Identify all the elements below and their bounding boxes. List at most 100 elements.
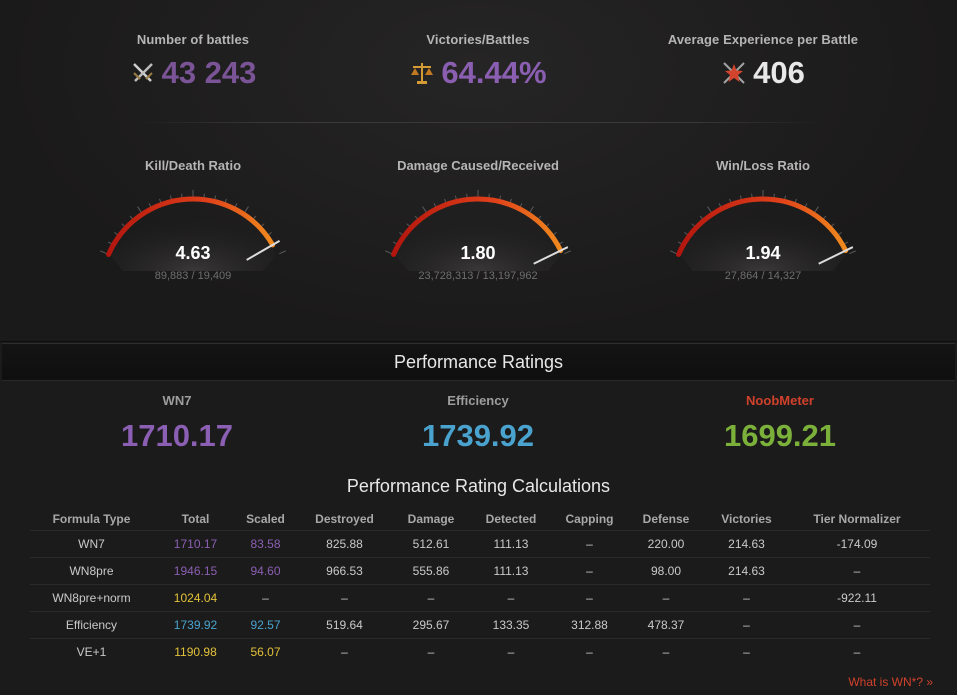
gauge-tick: [159, 198, 162, 203]
gauge-tick: [214, 195, 217, 200]
gauge-tick: [129, 215, 134, 220]
table-cell: 1946.15: [153, 556, 238, 584]
table-cell: WN8pre: [30, 556, 153, 584]
table-cell: –: [556, 583, 623, 611]
table-cell: 92.57: [238, 610, 293, 638]
gauge-tick: [114, 232, 118, 236]
table-cell: 512.61: [396, 529, 466, 557]
gauge-tick: [100, 250, 107, 255]
table-cell: –: [784, 556, 930, 584]
stat-experience-label: Average Experience per Battle: [667, 32, 859, 47]
gauge-needle: [246, 240, 281, 261]
table-cell: 83.58: [238, 529, 293, 557]
table-row: WN8pre 1946.15 94.60 966.53 555.86 111.13–98.…: [30, 556, 930, 584]
gauge-tick: [509, 198, 512, 203]
divider: [135, 122, 825, 123]
table-cell: 133.35: [466, 610, 556, 638]
table-cell: 1190.98: [153, 637, 238, 665]
gauge-damage-detail: 23,728,313 / 13,197,962: [418, 270, 538, 282]
gauge-tick: [684, 232, 688, 236]
gauge-tick: [804, 203, 808, 208]
table-cell: 312.88: [556, 610, 623, 638]
col-damage: Damage: [407, 511, 455, 526]
damage-gauge-arc: [385, 190, 571, 271]
stat-experience: Average Experience per Battle 406: [633, 32, 893, 91]
what-is-wn-link[interactable]: What is WN*? »: [848, 675, 933, 689]
table-cell: –: [623, 583, 709, 611]
gauge-tick: [830, 223, 835, 227]
gauge-tick: [553, 232, 557, 236]
table-cell: VE+1: [30, 637, 153, 665]
stat-victories-label: Victories/Battles: [426, 32, 530, 47]
rating-noobmeter: NoobMeter 1699.21: [650, 393, 910, 454]
gauge-tick: [784, 195, 787, 200]
crossed-swords-icon: [130, 60, 156, 86]
gauge-tick: [392, 241, 397, 245]
table-cell: –: [784, 637, 930, 665]
gauge-tick: [822, 215, 827, 220]
kill-death-gauge-arc: [100, 190, 286, 271]
gauge-tick: [838, 232, 842, 236]
gauge-fill-arc: [106, 196, 276, 257]
table-cell: 214.63: [709, 556, 784, 584]
gauge-tick: [137, 206, 142, 213]
table-cell: –: [556, 529, 623, 557]
rating-wn7-value: 1710.17: [120, 418, 234, 453]
table-row: Efficiency 1739.92 92.57 519.64 295.67 133.35…: [30, 610, 930, 638]
rating-noobmeter-value: 1699.21: [723, 418, 837, 453]
table-cell: 98.00: [623, 556, 709, 584]
gauge-tick: [545, 223, 550, 227]
gauge-tick: [234, 203, 238, 208]
gauge-tick: [385, 250, 392, 255]
stat-victories: Victories/Battles 64.44%: [348, 32, 608, 91]
gauge-tick: [444, 198, 447, 203]
table-cell: –: [396, 637, 466, 665]
summary-panel: Number of battles 43 243 Victories/Battl…: [0, 0, 957, 342]
gauge-damage-label: Damage Caused/Received: [397, 158, 559, 173]
gauge-tick: [670, 250, 677, 255]
gauge-win-loss: Win/Loss Ratio 1.94 27,864 / 14,327: [633, 158, 893, 282]
gauge-tick: [224, 198, 227, 203]
gauge-tick: [794, 198, 797, 203]
table-cell: –: [238, 583, 293, 611]
gauge-tick: [849, 250, 856, 255]
table-cell: 295.67: [396, 610, 466, 638]
gauge-tick: [148, 203, 152, 208]
table-cell: –: [293, 637, 396, 665]
stat-battles-label: Number of battles: [136, 32, 250, 47]
rating-efficiency-value: 1739.92: [421, 418, 535, 453]
table-cell: WN7: [30, 529, 153, 557]
table-cell: –: [784, 610, 930, 638]
table-cell: 478.37: [623, 610, 709, 638]
gauge-tick: [559, 241, 564, 245]
gauge-tick: [252, 215, 257, 220]
table-cell: 1710.17: [153, 529, 238, 557]
table-cell: 94.60: [238, 556, 293, 584]
gauge-tick: [399, 232, 403, 236]
col-destroyed: Destroyed: [315, 511, 374, 526]
table-cell: 56.07: [238, 637, 293, 665]
stat-battles: Number of battles 43 243: [63, 32, 323, 91]
gauge-damage: Damage Caused/Received 1.80 23,728,313 /…: [348, 158, 608, 282]
col-total: Total: [181, 511, 210, 526]
gauge-tick: [121, 223, 126, 227]
gauge-fill-arc: [676, 196, 849, 257]
gauge-tick: [529, 206, 534, 213]
col-victories: Victories: [721, 511, 772, 526]
table-cell: 111.13: [466, 556, 556, 584]
table-cell: –: [623, 637, 709, 665]
gauge-win-loss-value: 1.94: [745, 243, 781, 263]
table-cell: –: [556, 637, 623, 665]
table-cell: –: [709, 637, 784, 665]
gauge-tick: [814, 206, 819, 213]
table-cell: –: [293, 583, 396, 611]
gauge-damage-value: 1.80: [460, 243, 496, 263]
table-row: WN7 1710.17 83.58 825.88 512.61 111.13–220.00…: [30, 529, 930, 557]
col-capping: Capping: [565, 511, 614, 526]
scales-icon: [409, 60, 435, 86]
rating-wn7: WN7 1710.17: [47, 393, 307, 454]
table-cell: 825.88: [293, 529, 396, 557]
gauge-kill-death: Kill/Death Ratio 4.63 89,883 / 19,409: [63, 158, 323, 282]
table-cell: 966.53: [293, 556, 396, 584]
table-row: VE+1 1190.98 56.07– – – – – – –: [30, 637, 930, 665]
